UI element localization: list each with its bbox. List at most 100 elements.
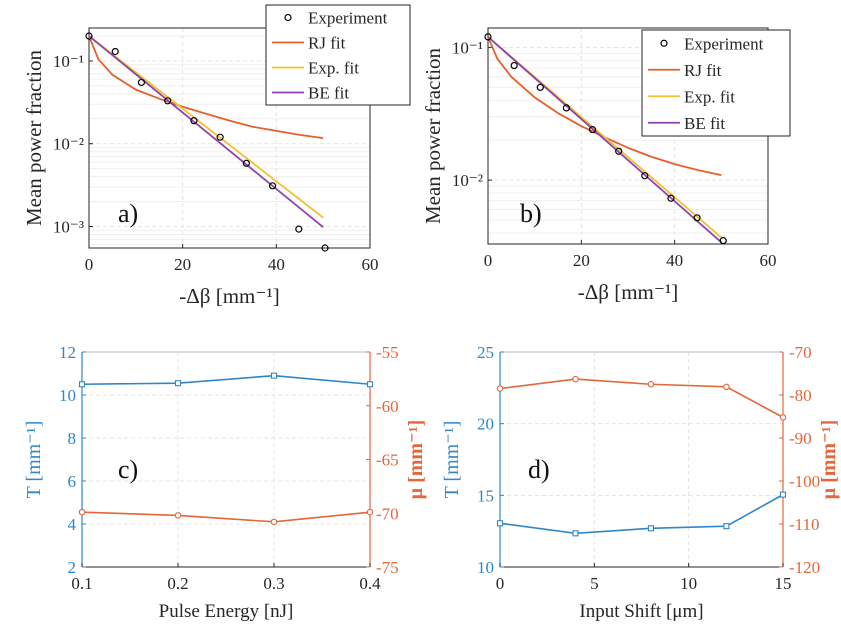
- panel-label: b): [520, 199, 542, 228]
- y-tick-label: 10⁻¹: [452, 38, 483, 57]
- experiment-point: [111, 47, 119, 56]
- panel-label: c): [118, 455, 138, 484]
- panel-c-temperature-chemical-potential-plot: 0.1 0.2 0.3 0.4 2 4 6 8 10 12 -75 -70 -65 -60 -55 Pulse…: [23, 343, 427, 622]
- x-tick-label: 0: [484, 251, 493, 270]
- experiment-point: [667, 194, 675, 202]
- experiment-point: [484, 33, 492, 41]
- experiment-point: [588, 126, 597, 134]
- left-series-point: [78, 381, 86, 388]
- legend-label-exp-fit: Exp. fit: [684, 87, 735, 106]
- right-series-point: [572, 375, 579, 383]
- panel-d-temperature-chemical-potential-plot: 0 5 10 15 10 15 20 25 -120 -110 -100 -90 -80 -70 Input…: [441, 343, 840, 622]
- left-series-line: [499, 493, 784, 535]
- legend: Experiment RJ fit Exp. fit BE fit: [265, 4, 411, 106]
- y-tick-label: 10⁻²: [53, 135, 84, 154]
- left-series-point: [496, 520, 504, 527]
- left-y-tick-label: 12: [59, 343, 76, 362]
- left-series-point: [174, 380, 182, 387]
- left-series-line: [81, 374, 371, 386]
- right-series-point: [366, 508, 374, 516]
- right-y-tick-label: -80: [789, 386, 812, 405]
- legend-marker-experiment: [660, 39, 668, 47]
- experiment-point: [85, 32, 93, 40]
- legend-label-exp-fit: Exp. fit: [308, 59, 359, 78]
- x-axis-label: -Δβ [mm⁻¹]: [578, 280, 678, 304]
- x-tick-label: 40: [268, 255, 285, 274]
- legend-label-be-fit: BE fit: [308, 84, 349, 103]
- experiment-point: [137, 78, 146, 87]
- legend-label-experiment: Experiment: [308, 9, 388, 28]
- y-tick-label: 10⁻²: [452, 171, 483, 190]
- right-series-line: [81, 511, 371, 523]
- left-series-point: [366, 381, 374, 388]
- experiment-point: [510, 61, 518, 70]
- experiment-point: [641, 172, 649, 180]
- right-y-tick-label: -70: [376, 504, 399, 523]
- x-tick-label: 15: [775, 574, 792, 593]
- x-tick-label: 0.2: [167, 574, 188, 593]
- left-y-tick-label: 10: [59, 386, 76, 405]
- panel-a-power-fraction-plot: 0 20 40 60 10⁻³ 10⁻² 10⁻¹ -Δβ [mm⁻¹] Mean power …: [22, 4, 411, 308]
- left-y-tick-label: 20: [477, 415, 494, 434]
- x-tick-label: 60: [760, 251, 777, 270]
- experiment-point: [615, 147, 623, 155]
- x-tick-label: 0: [85, 255, 94, 274]
- experiment-point: [562, 104, 571, 112]
- right-series-point: [723, 383, 730, 391]
- experiment-point: [321, 244, 329, 252]
- right-y-tick-label: -100: [789, 472, 820, 491]
- right-series-line: [499, 378, 784, 419]
- experiment-point: [295, 225, 303, 233]
- right-y-tick-label: -65: [376, 451, 399, 470]
- right-y-tick-label: -110: [789, 515, 820, 534]
- legend-label-rj-fit: RJ fit: [684, 61, 722, 80]
- left-series-point: [723, 523, 730, 530]
- left-y-axis-label: T [mm⁻¹]: [441, 421, 463, 499]
- y-tick-label: 10⁻¹: [53, 52, 84, 71]
- panel-label: a): [118, 199, 138, 228]
- right-series-point: [174, 512, 182, 519]
- left-y-tick-label: 6: [68, 472, 77, 491]
- be-fit-line: [487, 36, 722, 243]
- experiment-point: [190, 117, 198, 125]
- right-y-axis-label: μ [mm⁻¹]: [405, 420, 427, 500]
- plot-frame: [88, 27, 371, 249]
- legend-box: [641, 29, 791, 137]
- right-series-point: [779, 414, 787, 421]
- left-y-tick-label: 15: [477, 486, 494, 505]
- y-axis-label: Mean power fraction: [421, 47, 445, 224]
- legend-label-rj-fit: RJ fit: [308, 34, 346, 53]
- legend-box: [265, 4, 411, 106]
- x-axis-label: Pulse Energy [nJ]: [159, 601, 294, 622]
- experiment-point: [536, 83, 544, 91]
- right-y-tick-label: -60: [376, 397, 399, 416]
- right-series-point: [78, 508, 86, 516]
- left-y-axis-label: T [mm⁻¹]: [23, 421, 45, 499]
- x-tick-label: 5: [590, 574, 599, 593]
- right-y-tick-label: -120: [789, 558, 820, 577]
- left-series-point: [270, 372, 278, 379]
- left-y-tick-label: 25: [477, 343, 494, 362]
- right-series-point: [270, 518, 278, 526]
- x-axis-label: Input Shift [μm]: [579, 601, 703, 622]
- left-y-tick-label: 2: [68, 558, 77, 577]
- x-tick-label: 0: [496, 574, 505, 593]
- legend-label-be-fit: BE fit: [684, 114, 725, 133]
- experiment-point: [693, 214, 701, 222]
- x-tick-label: 20: [573, 251, 590, 270]
- legend-marker-experiment: [284, 13, 292, 22]
- experiment-point: [164, 97, 172, 105]
- legend-label-experiment: Experiment: [684, 34, 764, 53]
- x-axis-label: -Δβ [mm⁻¹]: [179, 284, 279, 308]
- x-tick-label: 0.3: [263, 574, 284, 593]
- left-y-tick-label: 8: [68, 429, 77, 448]
- experiment-point: [719, 237, 727, 245]
- experiment-point: [216, 133, 224, 141]
- right-series-point: [647, 380, 655, 388]
- panel-b-power-fraction-plot: 0 20 40 60 10⁻² 10⁻¹ -Δβ [mm⁻¹] Mean power frac…: [421, 27, 791, 304]
- right-y-tick-label: -90: [789, 429, 812, 448]
- x-tick-label: 20: [174, 255, 191, 274]
- right-y-tick-label: -75: [376, 558, 399, 577]
- x-tick-label: 10: [680, 574, 697, 593]
